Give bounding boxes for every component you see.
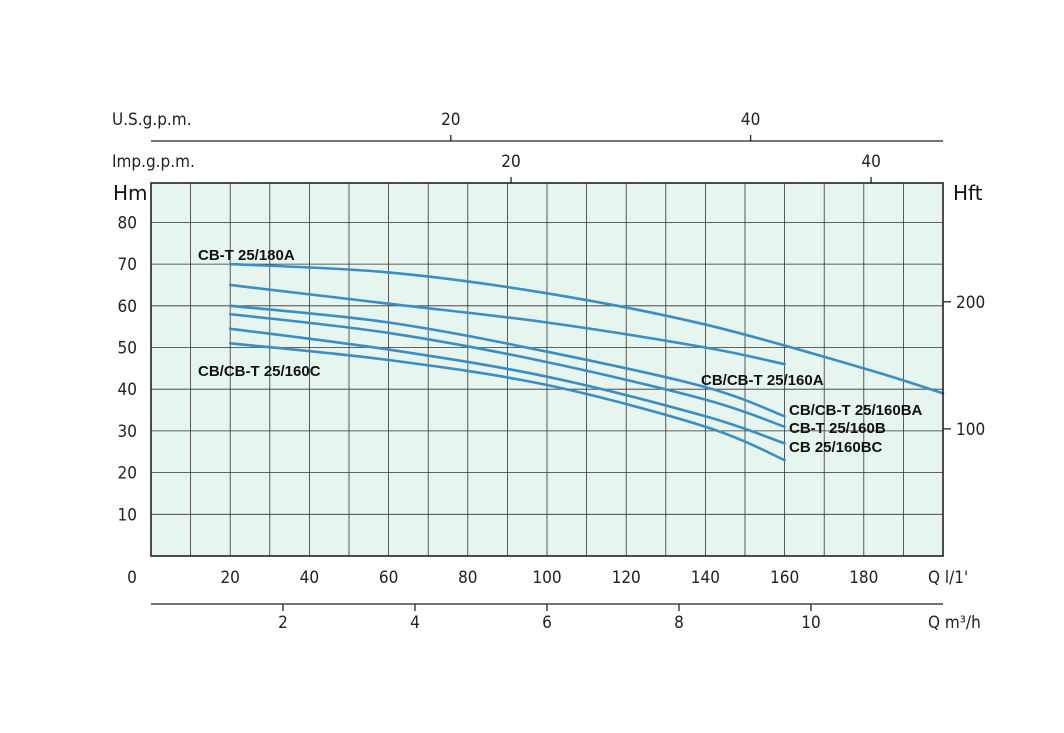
y-tick-label: 70: [118, 255, 137, 275]
m3h-tick-label: 2: [278, 613, 288, 633]
curve-line: [228, 262, 945, 395]
curve-line: [228, 312, 786, 429]
curve-label: CB-T 25/180A: [198, 247, 295, 264]
x-tick-label: 100: [532, 568, 561, 588]
y-tick-label: 50: [118, 339, 137, 359]
x-tick-label: 120: [612, 568, 641, 588]
x-tick-label: 80: [458, 568, 477, 588]
hft-axis-unit-label: Hft: [953, 181, 983, 205]
m3h-tick-label: 10: [801, 613, 820, 633]
y-axis-unit-label: Hm: [113, 181, 148, 205]
tick-labels: 0 20 40 60 80 100 120 140 160 180 Q l/1' 2 4 6 8 10 Q m³…: [112, 110, 985, 633]
impgpm-tick-label: 20: [501, 152, 520, 172]
axes: [151, 135, 951, 611]
impgpm-tick-label: 40: [861, 152, 880, 172]
curve-line: [228, 304, 786, 418]
x-tick-label: 0: [127, 568, 137, 588]
curve-labels: CB-T 25/180A CB/CB-T 25/160A CB/CB-T 25/16…: [198, 247, 923, 456]
x-tick-label: 180: [849, 568, 878, 588]
m3h-tick-label: 6: [542, 613, 552, 633]
x-tick-label: 60: [379, 568, 398, 588]
x-tick-label: 20: [220, 568, 239, 588]
curve-label: CB-T 25/160B: [789, 420, 886, 437]
m3h-tick-label: 4: [410, 613, 420, 633]
x-tick-label: 40: [300, 568, 319, 588]
x-tick-label: 140: [691, 568, 720, 588]
y-tick-label: 40: [118, 380, 137, 400]
curve-line: [228, 327, 786, 445]
y-tick-label: 30: [118, 422, 137, 442]
curves: [228, 262, 945, 462]
x-axis-unit-label: Q l/1': [928, 568, 968, 588]
curve-label: CB/CB-T 25/160BA: [789, 402, 923, 419]
y-tick-label: 80: [118, 213, 137, 233]
y-tick-label: 20: [118, 464, 137, 484]
curve-line: [228, 342, 786, 462]
usgpm-axis-unit-label: U.S.g.p.m.: [112, 110, 192, 130]
y-tick-label: 60: [118, 297, 137, 317]
x-tick-label: 160: [770, 568, 799, 588]
hft-tick-label: 100: [956, 420, 985, 440]
m3h-tick-label: 8: [674, 613, 684, 633]
y-tick-label: 10: [118, 505, 137, 525]
impgpm-axis-unit-label: Imp.g.p.m.: [112, 152, 195, 172]
hft-tick-label: 200: [956, 293, 985, 313]
usgpm-tick-label: 40: [741, 110, 760, 130]
curve-label: CB 25/160BC: [789, 439, 883, 456]
curve-label: CB/CB-T 25/160A: [701, 372, 824, 389]
usgpm-tick-label: 20: [441, 110, 460, 130]
plot-frame: [150, 182, 944, 557]
curve-line: [228, 283, 786, 366]
m3h-axis-unit-label: Q m³/h: [928, 613, 981, 633]
curve-label: CB/CB-T 25/160C: [198, 363, 321, 380]
